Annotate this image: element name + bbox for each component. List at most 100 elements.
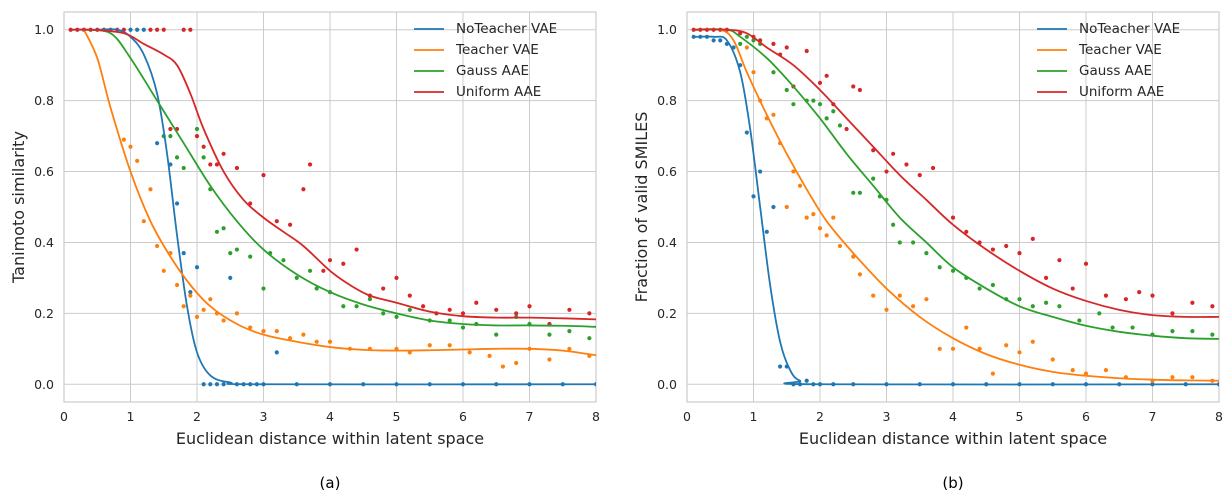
data-point (181, 304, 186, 309)
data-point (837, 243, 843, 249)
data-point (208, 382, 213, 387)
data-point (128, 27, 133, 32)
data-point (977, 346, 982, 351)
data-point (460, 325, 466, 330)
data-point (1070, 286, 1075, 291)
data-point (804, 48, 809, 54)
data-point (964, 229, 969, 234)
data-point (527, 304, 532, 309)
data-point (288, 336, 293, 341)
data-point (201, 155, 206, 160)
data-point (771, 70, 776, 75)
data-point (261, 328, 266, 334)
x-tick-label: 5 (393, 409, 401, 424)
data-point (937, 346, 942, 351)
data-point (161, 27, 166, 32)
data-point (831, 109, 836, 114)
data-point (421, 304, 426, 309)
data-point (221, 226, 226, 231)
y-tick-label: 0.0 (34, 377, 54, 392)
data-point (744, 130, 749, 135)
series-points-gauss-aae (738, 34, 1215, 337)
y-tick-label: 0.6 (34, 164, 54, 179)
data-point (1044, 300, 1049, 305)
data-point (811, 98, 816, 103)
chart-panel-b: 0 1 2 3 4 5 6 7 8 0.0 0.2 0.4 0.6 0.8 1.0 Euclidean dis… (632, 11, 1223, 492)
data-point (817, 102, 823, 107)
data-point (1210, 332, 1215, 337)
y-tick-label: 1.0 (657, 22, 677, 37)
series-line-noteacher-vae (693, 35, 1219, 386)
data-point (1123, 297, 1128, 302)
data-point (764, 229, 769, 234)
data-point (174, 201, 180, 206)
data-point (141, 27, 146, 32)
data-point (141, 219, 146, 224)
data-point (831, 215, 836, 220)
data-point (208, 297, 213, 302)
data-point (924, 297, 929, 302)
data-point (194, 314, 200, 320)
data-point (174, 155, 180, 160)
panel-label: (b) (942, 474, 963, 492)
data-point (1017, 350, 1022, 355)
data-point (771, 112, 776, 117)
data-point (1004, 243, 1009, 249)
data-point (1170, 328, 1175, 334)
x-tick-label: 6 (459, 409, 467, 424)
data-point (1137, 289, 1142, 295)
data-point (1170, 375, 1175, 380)
data-point (567, 346, 572, 351)
data-point (1150, 293, 1155, 298)
legend-label-gauss-aae: Gauss AAE (456, 63, 529, 79)
data-point (214, 162, 220, 167)
data-point (194, 126, 200, 132)
data-point (248, 254, 253, 259)
data-point (155, 243, 160, 249)
series-line-teacher-vae (83, 29, 596, 357)
data-point (1130, 325, 1135, 330)
data-point (221, 318, 226, 323)
data-point (897, 293, 902, 298)
x-axis-label: Euclidean distance within latent space (176, 429, 484, 448)
data-point (341, 304, 346, 309)
data-point (314, 339, 319, 344)
data-point (194, 265, 200, 270)
legend-label-teacher-vae: Teacher VAE (455, 42, 539, 58)
data-point (857, 272, 863, 277)
data-point (494, 307, 499, 312)
y-axis-label: Tanimoto similarity (9, 131, 28, 284)
legend: NoTeacher VAE Teacher VAE Gauss AAE Uniform… (414, 21, 557, 100)
data-point (824, 233, 829, 238)
x-tick-label: 1 (750, 409, 758, 424)
data-point (1170, 311, 1175, 316)
data-point (844, 126, 849, 132)
data-point (567, 328, 572, 334)
data-point (990, 282, 996, 288)
data-point (977, 286, 982, 291)
data-point (394, 275, 399, 281)
series-line-uniform-aae (693, 28, 1219, 318)
data-point (301, 332, 306, 337)
data-point (871, 176, 876, 181)
data-point (281, 258, 286, 263)
data-point (148, 27, 153, 32)
data-point (911, 304, 916, 309)
data-point (804, 378, 809, 383)
x-tick-label: 2 (193, 409, 201, 424)
data-point (381, 311, 386, 316)
data-point (460, 311, 466, 316)
data-point (1044, 275, 1049, 281)
data-point (937, 265, 942, 270)
data-point (891, 222, 896, 227)
data-point (181, 165, 186, 171)
y-tick-label: 0.8 (34, 93, 54, 108)
data-point (1004, 343, 1009, 348)
data-point (904, 162, 909, 167)
y-tick-label: 0.8 (657, 93, 677, 108)
data-point (884, 169, 889, 174)
data-point (1030, 236, 1035, 242)
data-point (1050, 357, 1055, 362)
data-point (891, 151, 896, 156)
